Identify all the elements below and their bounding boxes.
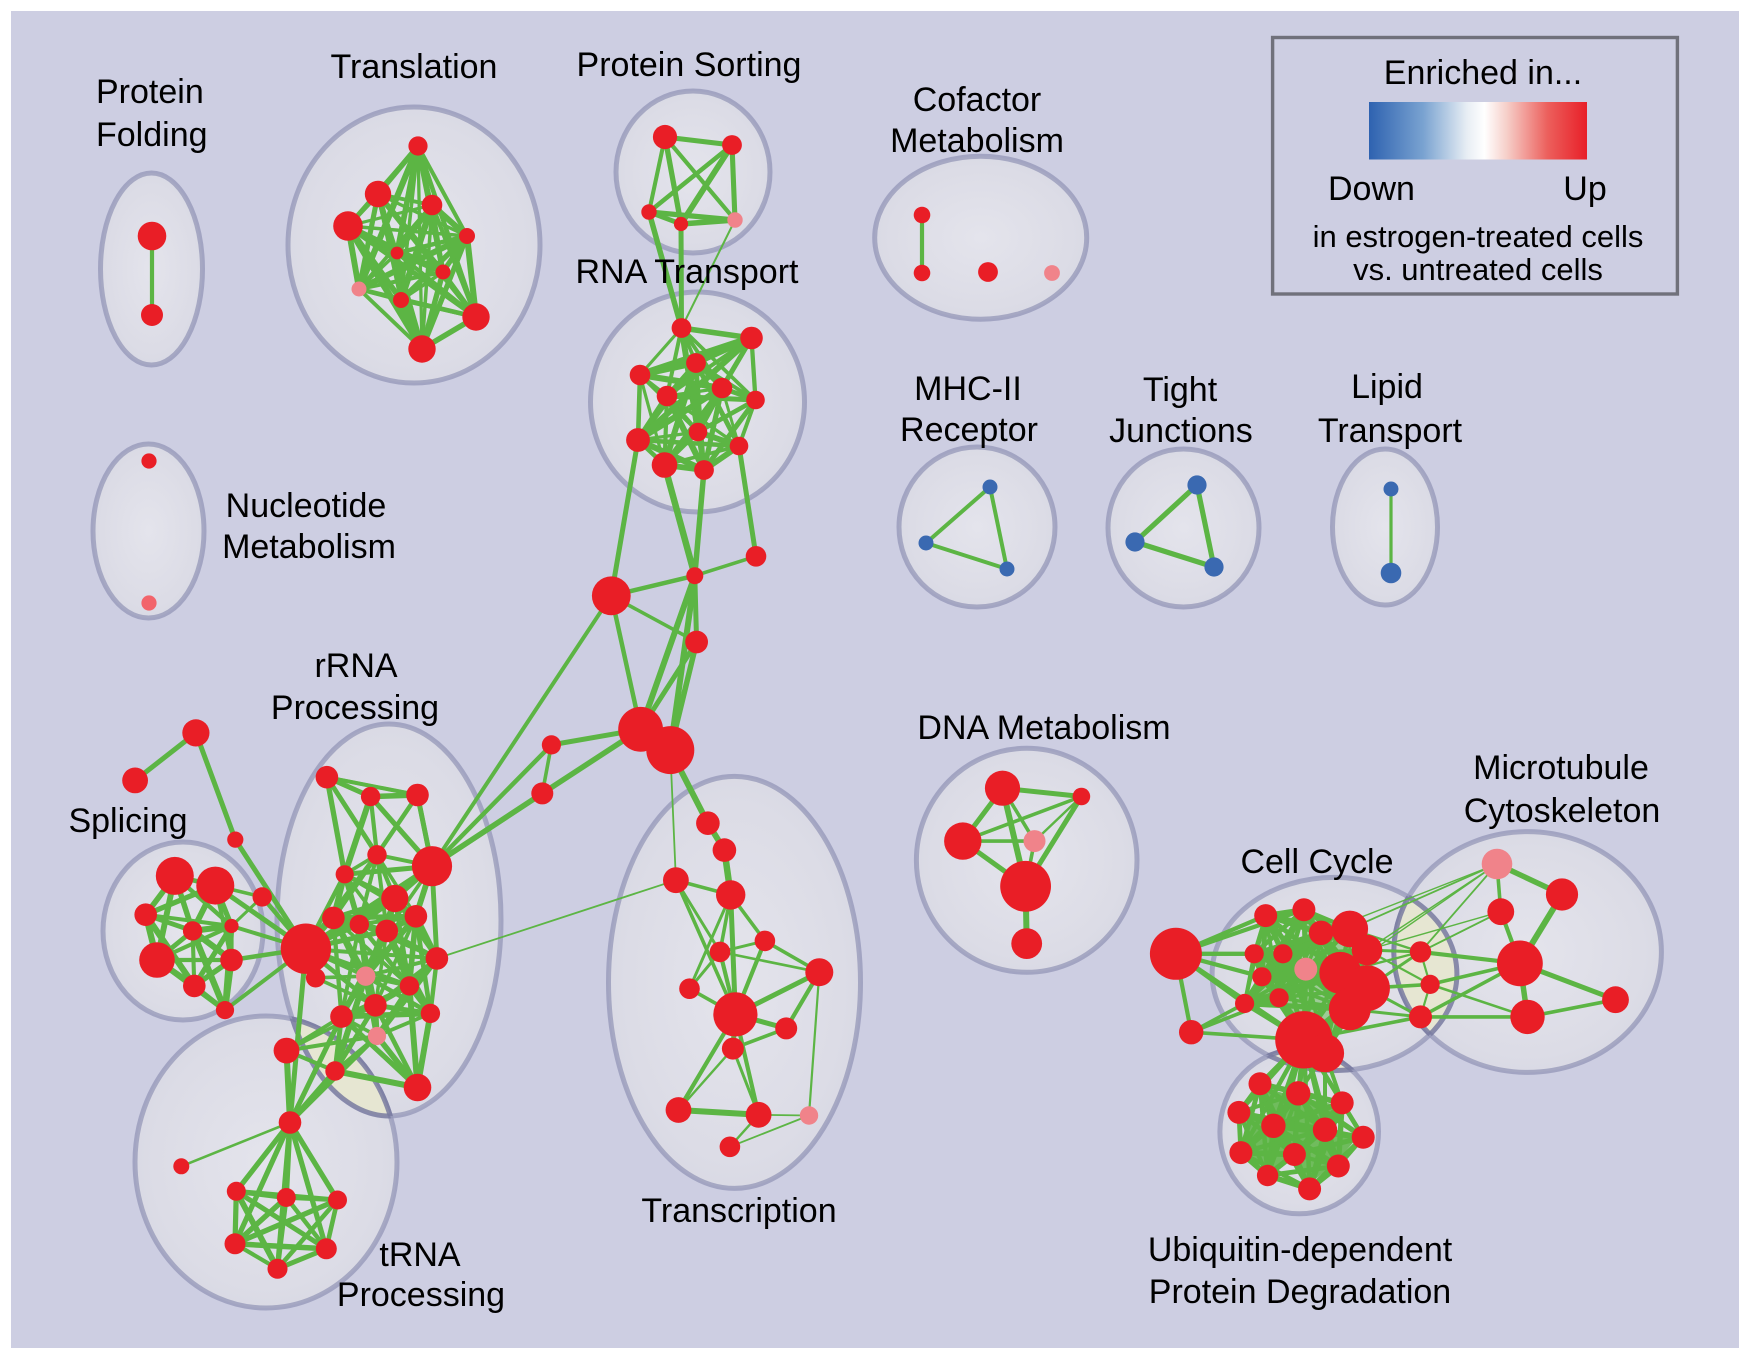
svg-text:Cofactor: Cofactor [913, 81, 1042, 119]
svg-text:Cytoskeleton: Cytoskeleton [1464, 792, 1661, 830]
svg-text:Transcription: Transcription [641, 1192, 836, 1230]
svg-text:Metabolism: Metabolism [222, 528, 396, 566]
svg-text:Receptor: Receptor [900, 411, 1038, 449]
svg-text:in estrogen-treated cells: in estrogen-treated cells [1313, 219, 1644, 254]
svg-text:DNA Metabolism: DNA Metabolism [917, 709, 1170, 747]
svg-text:Down: Down [1328, 170, 1415, 208]
svg-text:Microtubule: Microtubule [1473, 749, 1649, 787]
svg-text:Up: Up [1563, 170, 1606, 208]
svg-text:Translation: Translation [331, 48, 498, 86]
svg-text:Ubiquitin-dependent: Ubiquitin-dependent [1148, 1231, 1453, 1269]
svg-text:Protein Sorting: Protein Sorting [577, 46, 802, 84]
svg-text:tRNA: tRNA [379, 1236, 461, 1274]
svg-text:rRNA: rRNA [314, 647, 397, 685]
svg-text:Processing: Processing [271, 689, 439, 727]
svg-text:Protein Degradation: Protein Degradation [1149, 1273, 1451, 1311]
svg-text:Processing: Processing [337, 1276, 505, 1314]
svg-text:Protein: Protein [96, 73, 204, 111]
svg-text:Folding: Folding [96, 116, 208, 154]
svg-text:vs. untreated cells: vs. untreated cells [1353, 252, 1603, 287]
svg-text:Enriched in...: Enriched in... [1384, 54, 1582, 92]
svg-text:Lipid: Lipid [1351, 368, 1423, 406]
svg-text:Metabolism: Metabolism [890, 122, 1064, 160]
svg-text:Cell Cycle: Cell Cycle [1240, 843, 1393, 881]
svg-text:Tight: Tight [1143, 371, 1218, 409]
svg-text:MHC-II: MHC-II [914, 370, 1022, 408]
svg-text:Nucleotide: Nucleotide [226, 487, 387, 525]
svg-text:Transport: Transport [1318, 412, 1463, 450]
svg-text:Junctions: Junctions [1109, 412, 1253, 450]
svg-text:RNA Transport: RNA Transport [576, 253, 800, 291]
svg-text:Splicing: Splicing [68, 802, 187, 840]
